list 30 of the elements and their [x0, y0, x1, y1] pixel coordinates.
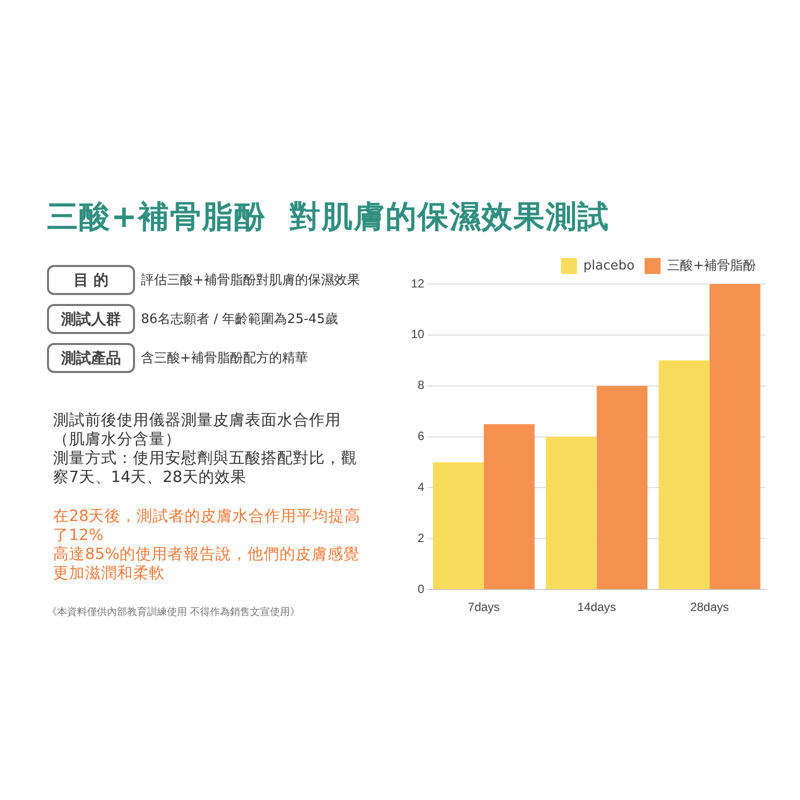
text: 測試人群: [47, 304, 135, 334]
text: 評估三酸+補骨脂酚對肌膚的保濕效果: [141, 272, 360, 289]
y-tick-label: 8: [418, 378, 425, 392]
text: 測試前後使用儀器測量皮膚表面水合作用（肌膚水分含量）: [53, 411, 342, 449]
text: 含三酸+補骨脂酚配方的精華: [141, 350, 308, 367]
y-tick-label: 6: [418, 429, 425, 444]
y-tick-label: 2: [418, 530, 425, 545]
y-tick-label: 0: [418, 582, 425, 596]
x-tick-label: 28days: [690, 600, 729, 614]
bar: [432, 462, 484, 590]
text: 《本資料僅供內部教育訓練使用 不得作為銷售文宣使用》: [47, 606, 302, 619]
bar: [710, 284, 760, 590]
y-tick-label: 12: [410, 276, 425, 290]
legend-label: placebo: [583, 258, 635, 274]
bar: [484, 424, 535, 590]
text: 目 的: [47, 265, 135, 295]
text: 測試產品: [47, 343, 135, 373]
bar: [546, 436, 597, 590]
legend-label: 三酸+補骨脂酚: [667, 258, 756, 274]
x-tick-label: 7days: [468, 600, 500, 614]
text: 測量方式：使用安慰劑與五酸搭配對比，觀察7天、14天、28天的效果: [53, 449, 358, 487]
y-tick-label: 10: [410, 327, 425, 342]
bar: [658, 360, 710, 590]
text: 高達85%的使用者報告說，他們的皮膚感覺更加滋潤和柔軟: [53, 545, 360, 583]
x-tick-label: 14days: [577, 600, 616, 614]
text: 86名志願者 / 年齡範圍為25-45歲: [141, 311, 338, 328]
chart-title: 三酸+補骨脂酚 對肌膚的保濕效果測試: [47, 198, 610, 237]
text: 在28天後，測試者的皮膚水合作用平均提高了12%: [53, 507, 362, 545]
bar: [596, 386, 648, 590]
y-tick-label: 4: [418, 480, 425, 494]
